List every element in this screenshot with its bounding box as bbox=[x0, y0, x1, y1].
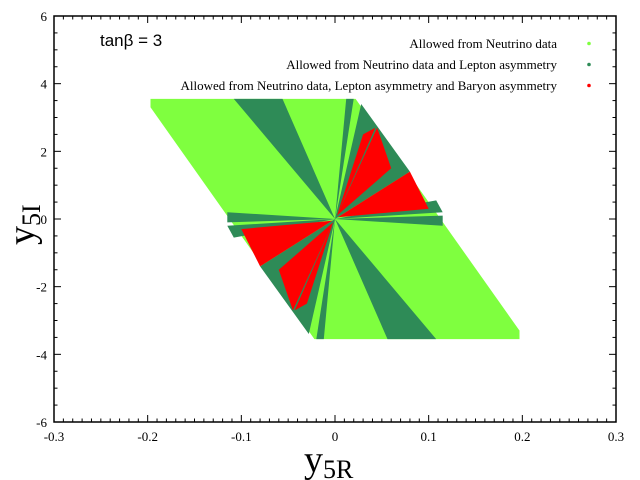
y-axis-label: y5I bbox=[1, 204, 46, 245]
series-2-wedge-10 bbox=[335, 215, 443, 226]
y-axis-label-main: y bbox=[1, 226, 43, 245]
legend-marker-1 bbox=[587, 41, 591, 46]
y-tick-label: -2 bbox=[36, 280, 47, 295]
x-axis-label: y5R bbox=[304, 439, 354, 480]
legend-marker-3 bbox=[587, 83, 591, 88]
series-2-wedge-9 bbox=[227, 212, 335, 223]
y-tick-label: -6 bbox=[36, 415, 47, 430]
x-tick-label: 0.1 bbox=[421, 429, 437, 444]
x-tick-label: -0.1 bbox=[231, 429, 252, 444]
legend-label-2: Allowed from Neutrino data and Lepton as… bbox=[286, 57, 557, 72]
x-tick-label: 0 bbox=[332, 429, 339, 444]
legend-label-1: Allowed from Neutrino data bbox=[409, 36, 557, 51]
x-axis-label-sub: 5R bbox=[323, 455, 354, 480]
x-tick-label: 0.3 bbox=[608, 429, 624, 444]
series-3-wedge-4 bbox=[294, 222, 334, 311]
legend: Allowed from Neutrino data Allowed from N… bbox=[180, 36, 591, 93]
y-tick-label: 4 bbox=[41, 77, 48, 92]
y-tick-label: -4 bbox=[36, 347, 47, 362]
legend-marker-2 bbox=[587, 62, 591, 67]
x-tick-label: -0.3 bbox=[44, 429, 65, 444]
series-3-wedge-2 bbox=[336, 127, 392, 216]
y-axis-label-sub: 5I bbox=[17, 204, 46, 226]
plot-area bbox=[150, 98, 520, 340]
axis-ticks bbox=[53, 15, 617, 423]
x-axis-label-main: y bbox=[304, 439, 323, 480]
series-3-wedge-1 bbox=[336, 127, 376, 216]
y-tick-labels: -6 -4 -2 0 2 4 6 bbox=[36, 9, 47, 430]
series-3-wedge-3 bbox=[337, 171, 429, 218]
series-2-wedge-4 bbox=[316, 219, 335, 340]
y-tick-label: 0 bbox=[41, 212, 48, 227]
x-tick-labels: -0.3 -0.2 -0.1 0 0.1 0.2 0.3 bbox=[44, 429, 624, 444]
x-tick-label: 0.2 bbox=[514, 429, 530, 444]
annotation-tanbeta: tanβ = 3 bbox=[100, 31, 162, 50]
series-2-wedge-1 bbox=[233, 98, 335, 219]
series-3-wedge-5 bbox=[278, 222, 334, 311]
series-3-wedge-6 bbox=[241, 220, 333, 267]
y-tick-label: 6 bbox=[41, 9, 48, 24]
x-tick-label: -0.2 bbox=[137, 429, 158, 444]
series-2-wedge-2 bbox=[335, 219, 437, 340]
legend-label-3: Allowed from Neutrino data, Lepton asymm… bbox=[180, 78, 557, 93]
series-2-wedge-3 bbox=[335, 98, 354, 219]
y-tick-label: 2 bbox=[41, 144, 48, 159]
